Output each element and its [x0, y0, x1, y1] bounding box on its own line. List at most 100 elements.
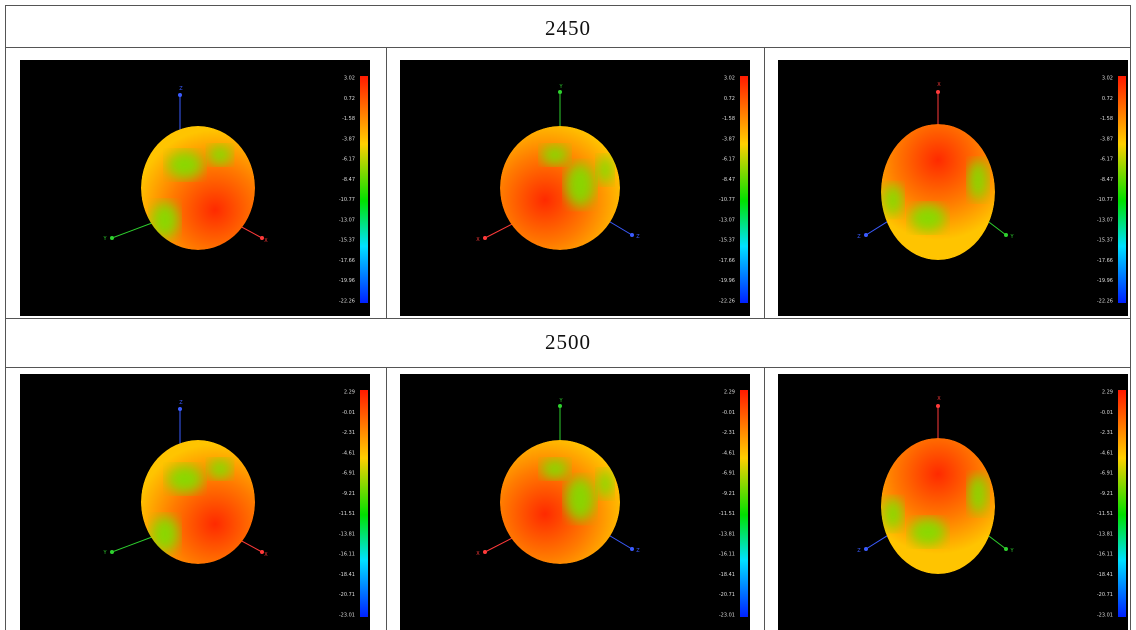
- colorbar-label: -20.71: [719, 592, 735, 598]
- rule: [5, 47, 1131, 48]
- pattern-image: Y X Z 2.29 -0.01 -2.31 -4.61 -6.91 -9.21 -11.51 -1…: [400, 374, 750, 630]
- colorbar-label: 0.72: [724, 96, 735, 102]
- colorbar: [740, 76, 748, 303]
- axis-label: X: [264, 238, 268, 244]
- colorbar-label: -13.81: [339, 531, 355, 537]
- colorbar-label: -0.01: [342, 410, 355, 416]
- colorbar-label: -20.71: [1097, 592, 1113, 598]
- colorbar-label: -3.87: [1100, 136, 1113, 142]
- pattern-plot: Z Y X 2.29 -0.01 -2.31 -4.61 -6.91 -9.21 -11.51 -1…: [20, 374, 370, 630]
- axis-label: Y: [102, 550, 107, 556]
- axis-label: Y: [558, 398, 563, 404]
- axis-label: X: [264, 552, 268, 558]
- pattern-plot: X Z Y 2.29 -0.01 -2.31 -4.61 -6.91 -9.21 -11.51 -1…: [778, 374, 1128, 630]
- colorbar: [1118, 390, 1126, 617]
- colorbar-label: -2.31: [342, 430, 355, 436]
- axis-label: Y: [102, 236, 107, 242]
- axis-label: X: [476, 237, 480, 243]
- colorbar-label: -3.87: [342, 136, 355, 142]
- axis-label: Z: [857, 234, 861, 240]
- surface: [881, 124, 995, 260]
- colorbar-label: 0.72: [1102, 96, 1113, 102]
- colorbar-label: -6.91: [1100, 471, 1113, 477]
- axis-label: X: [476, 551, 480, 557]
- surface-patch: [541, 145, 569, 165]
- pattern-image: X Z Y 3.02 0.72 -1.58 -3.87 -6.17 -8.47 -10.77 -13…: [778, 60, 1128, 316]
- colorbar-label: -15.37: [1097, 238, 1113, 244]
- colorbar-label: 2.29: [344, 390, 355, 396]
- colorbar-label: -11.51: [1097, 511, 1113, 517]
- axis-tip: [558, 404, 562, 408]
- axis-tip: [630, 547, 634, 551]
- rule: [1130, 5, 1131, 630]
- colorbar-label: -8.47: [342, 177, 355, 183]
- surface-patch: [910, 518, 946, 546]
- colorbar-label: -8.47: [1100, 177, 1113, 183]
- surface-patch: [208, 145, 232, 165]
- colorbar-label: -22.26: [1097, 299, 1113, 305]
- colorbar-label: -22.26: [339, 299, 355, 305]
- colorbar-label: -17.66: [339, 258, 355, 264]
- colorbar-label: -10.77: [339, 197, 355, 203]
- colorbar-label: -13.07: [719, 217, 735, 223]
- colorbar-label: -2.31: [722, 430, 735, 436]
- colorbar-label: -19.96: [339, 278, 355, 284]
- pattern-surface: [141, 126, 255, 250]
- axis-tip: [483, 550, 487, 554]
- axis-label: X: [937, 396, 941, 402]
- colorbar-label: -10.77: [719, 197, 735, 203]
- colorbar-label: -18.41: [1097, 572, 1113, 578]
- colorbar-label: -13.07: [339, 217, 355, 223]
- axis-label: Y: [558, 84, 563, 90]
- axis-label: Z: [179, 400, 183, 406]
- colorbar-label: -19.96: [719, 278, 735, 284]
- surface-patch: [167, 465, 203, 493]
- axis-tip: [110, 236, 114, 240]
- colorbar-label: -19.96: [1097, 278, 1113, 284]
- surface-patch: [151, 516, 179, 552]
- surface-patch: [167, 151, 203, 179]
- pattern-image: Z Y X 2.29 -0.01 -2.31 -4.61 -6.91 -9.21 -11.51 -1…: [20, 374, 370, 630]
- pattern-surface: [881, 124, 995, 260]
- pattern-surface: [500, 126, 620, 250]
- colorbar-label: 2.29: [1102, 390, 1113, 396]
- axis-tip: [483, 236, 487, 240]
- surface-patch: [541, 459, 569, 479]
- colorbar-label: -23.01: [339, 613, 355, 619]
- colorbar-label: 0.72: [344, 96, 355, 102]
- axis-tip: [178, 407, 182, 411]
- colorbar-label: -18.41: [719, 572, 735, 578]
- colorbar-label: -4.61: [342, 450, 355, 456]
- surface-patch: [597, 470, 613, 498]
- colorbar-label: 3.02: [724, 76, 735, 82]
- axis-tip: [864, 233, 868, 237]
- pattern-surface: [141, 440, 255, 564]
- surface-patch: [883, 184, 903, 216]
- colorbar-label: -9.21: [722, 491, 735, 497]
- colorbar-label: -17.66: [719, 258, 735, 264]
- colorbar-label: -15.37: [719, 238, 735, 244]
- colorbar-label: -16.11: [339, 552, 355, 558]
- rule: [5, 318, 1131, 319]
- surface-patch: [565, 477, 595, 521]
- colorbar-label: -2.31: [1100, 430, 1113, 436]
- colorbar: [360, 76, 368, 303]
- axis-tip: [1004, 233, 1008, 237]
- surface-patch: [597, 156, 613, 184]
- colorbar-label: -8.47: [722, 177, 735, 183]
- pattern-image: X Z Y 2.29 -0.01 -2.31 -4.61 -6.91 -9.21 -11.51 -1…: [778, 374, 1128, 630]
- colorbar-label: -13.81: [719, 531, 735, 537]
- colorbar-label: -13.07: [1097, 217, 1113, 223]
- colorbar-label: -10.77: [1097, 197, 1113, 203]
- colorbar-label: -11.51: [339, 511, 355, 517]
- pattern-image: Z Y X 3.02 0.72 -1.58 -3.87 -6.17 -8.47 -10.77 -13…: [20, 60, 370, 316]
- colorbar-label: -23.01: [719, 613, 735, 619]
- axis-tip: [630, 233, 634, 237]
- colorbar: [360, 390, 368, 617]
- colorbar-label: -6.17: [1100, 157, 1113, 163]
- surface-patch: [208, 459, 232, 479]
- rule: [764, 47, 765, 318]
- colorbar-label: -16.11: [1097, 552, 1113, 558]
- colorbar-label: -1.58: [342, 116, 355, 122]
